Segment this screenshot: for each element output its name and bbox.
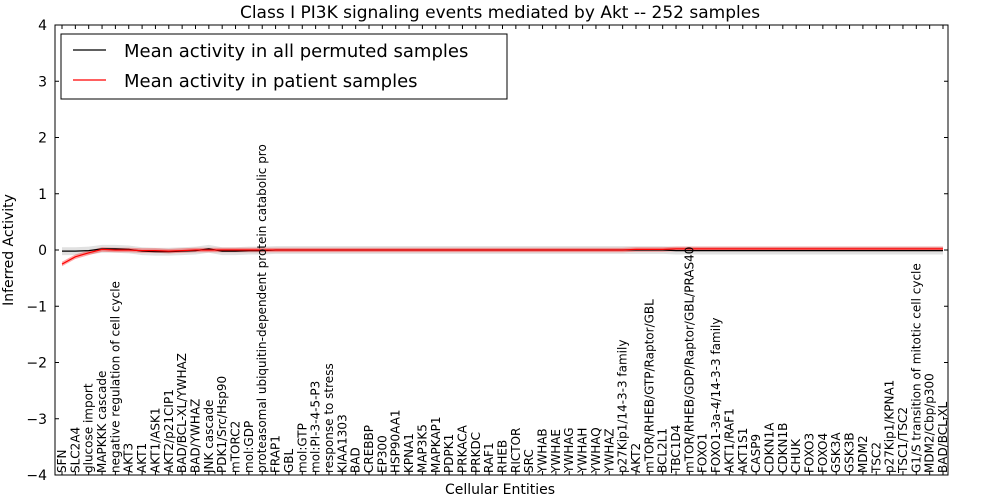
x-tick-label: YWHAQ <box>589 427 603 474</box>
x-tick-label: EP300 <box>375 435 389 473</box>
x-tick-label: proteasomal ubiquitin-dependent protein … <box>255 144 269 473</box>
x-tick-label: BCL2L1 <box>656 428 670 473</box>
x-tick-label: mol:PI-3-4-5-P3 <box>309 381 323 473</box>
y-tick-label: 3 <box>38 74 47 90</box>
legend-box <box>60 33 508 100</box>
x-tick-label: AKT2/p21CIP1 <box>162 389 176 473</box>
x-tick-label: CDKN1A <box>763 422 777 473</box>
x-tick-label: p27Kip1/KPNA1 <box>883 380 897 473</box>
x-tick-label: G1/S transition of mitotic cell cycle <box>909 263 923 473</box>
x-tick-label: mol:GDP <box>242 421 256 473</box>
x-tick-label: MDM2/Cbp/p300 <box>923 373 937 473</box>
x-tick-label: PDPK1 <box>442 434 456 473</box>
x-tick-label: KPNA1 <box>402 433 416 473</box>
x-axis: SFN SLC2A4 glucose import MAPKKK cascade neg… <box>55 25 950 475</box>
x-axis-label: Cellular Entities <box>445 482 555 498</box>
y-tick-label: −2 <box>26 356 47 372</box>
x-tick-label: AKT1/ASK1 <box>148 408 162 473</box>
y-tick-label: 4 <box>38 18 47 34</box>
x-tick-label: PRKACA <box>456 424 470 473</box>
y-tick-label: 1 <box>38 187 47 203</box>
y-axis: 4 3 2 1 0 −1 −2 −3 −4 <box>26 18 948 484</box>
x-tick-label: GSK3A <box>829 432 843 473</box>
x-tick-label: CDKN1B <box>776 423 790 473</box>
legend: Mean activity in all permuted samples Me… <box>60 33 508 100</box>
x-tick-label: PDK1/Src/Hsp90 <box>215 376 229 473</box>
legend-label-patient: Mean activity in patient samples <box>124 71 418 92</box>
x-tick-label: TSC2 <box>869 442 883 474</box>
x-tick-label: mTORC2 <box>229 421 243 473</box>
x-tick-label: GSK3B <box>843 432 857 473</box>
legend-label-permuted: Mean activity in all permuted samples <box>124 41 468 62</box>
y-tick-label: 2 <box>38 131 47 147</box>
series-line-1 <box>61 248 943 265</box>
x-tick-label: BAD/BCL-XL/YWHAZ <box>175 353 189 473</box>
x-tick-label: AKT2 <box>629 443 643 473</box>
x-tick-label: mol:GTP <box>295 423 309 473</box>
x-tick-label: CHUK <box>789 438 803 473</box>
x-tick-label: SFN <box>55 450 69 474</box>
y-tick-label: −1 <box>26 299 47 315</box>
y-tick-label: −4 <box>26 468 47 484</box>
x-tick-label: negative regulation of cell cycle <box>108 281 122 473</box>
x-tick-label: SRC <box>522 449 536 473</box>
x-tick-label: MAPKKK cascade <box>95 371 109 473</box>
x-tick-label: AKT3 <box>122 443 136 473</box>
x-tick-label: HSP90AA1 <box>389 409 403 473</box>
y-axis-label: Inferred Activity <box>1 194 17 306</box>
x-tick-label: TSC1/TSC2 <box>896 407 910 474</box>
x-tick-label: JNK cascade <box>202 400 216 474</box>
x-tick-label: BAD/YWHAZ <box>189 399 203 473</box>
series-lines <box>61 248 943 265</box>
x-tick-label: response to stress <box>322 363 336 473</box>
x-tick-label: YWHAE <box>549 429 563 474</box>
x-tick-label: FOXO3 <box>803 433 817 473</box>
x-tick-label: AKT1 <box>135 443 149 473</box>
x-tick-label: FOXO1-3a-4/14-3-3 family <box>709 318 723 474</box>
x-tick-label: SLC2A4 <box>68 427 82 473</box>
x-tick-label: GBL <box>282 448 296 473</box>
x-tick-label: YWHAG <box>562 427 576 474</box>
x-tick-label: FRAP1 <box>269 435 283 473</box>
series-bands <box>62 244 943 267</box>
series-band-1 <box>62 246 943 267</box>
x-tick-label: YWHAZ <box>602 428 616 474</box>
x-tick-label: AKT1S1 <box>736 428 750 473</box>
x-tick-label: RAF1 <box>482 442 496 473</box>
x-tick-label: AKT1/RAF1 <box>722 408 736 473</box>
x-tick-label: TBC1D4 <box>669 425 683 474</box>
x-tick-label: MDM2 <box>856 435 870 473</box>
x-tick-label: RICTOR <box>509 428 523 473</box>
y-tick-label: −3 <box>26 412 47 428</box>
x-tick-label: p27Kip1/14-3-3 family <box>616 340 630 473</box>
x-tick-label: MAPKAP1 <box>429 416 443 473</box>
x-tick-label: mTOR/RHEB/GTP/Raptor/GBL <box>642 299 656 473</box>
x-tick-label: CASP9 <box>749 434 763 473</box>
x-tick-label: FOXO1 <box>696 433 710 473</box>
x-tick-label: KIAA1303 <box>335 414 349 473</box>
x-tick-label: CREBBP <box>362 425 376 473</box>
y-tick-label: 0 <box>38 243 47 259</box>
chart-title: Class I PI3K signaling events mediated b… <box>240 3 760 23</box>
x-tick-label: YWHAB <box>536 428 550 474</box>
x-tick-label: MAP3K5 <box>415 424 429 473</box>
x-tick-label: RHEB <box>496 440 510 473</box>
x-tick-label: mTOR/RHEB/GDP/Raptor/GBL/PRAS40 <box>682 247 696 473</box>
x-tick-label: YWHAH <box>576 428 590 474</box>
x-tick-label: BAD <box>349 447 363 473</box>
x-tick-label: BAD/BCL-XL <box>936 401 950 473</box>
x-tick-label: FOXO4 <box>816 433 830 473</box>
x-tick-label: PRKDC <box>469 432 483 473</box>
x-tick-label: glucose import <box>82 383 96 473</box>
